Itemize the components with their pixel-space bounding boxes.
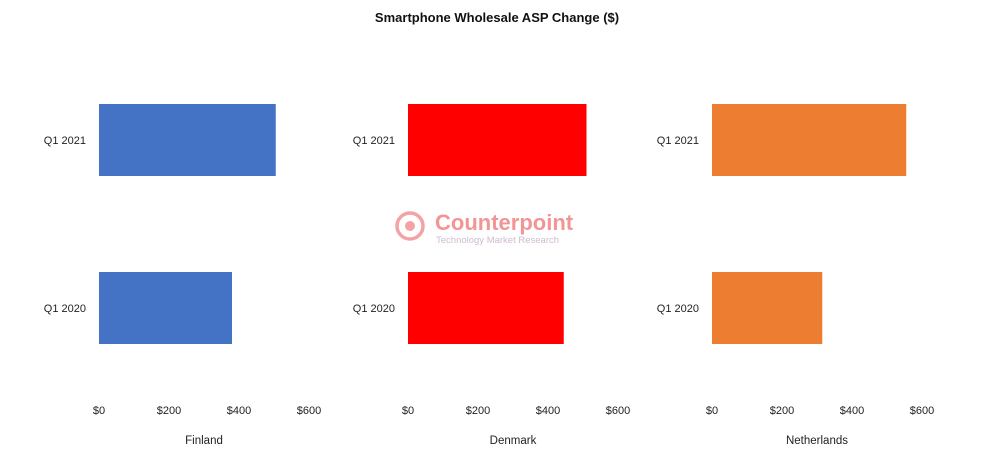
panel-label: Netherlands [786, 435, 848, 447]
panel-denmark: Q1 2021 Q1 2020 $0 $200 $400 $600 Denmark [353, 104, 630, 447]
category-label: Q1 2020 [353, 303, 395, 315]
x-tick-label: $400 [227, 405, 251, 417]
category-label: Q1 2021 [44, 135, 86, 147]
x-tick-label: $600 [297, 405, 321, 417]
panel-finland: Q1 2021 Q1 2020 $0 $200 $400 $600 Finland [44, 104, 321, 447]
watermark-tagline: Technology Market Research [436, 235, 559, 246]
bar [408, 272, 564, 344]
panel-netherlands: Q1 2021 Q1 2020 $0 $200 $400 $600 Netherlands [657, 104, 934, 447]
panel-label: Finland [185, 435, 223, 447]
panel-label: Denmark [490, 435, 537, 447]
x-tick-label: $200 [770, 405, 794, 417]
watermark: Counterpoint Technology Market Research [395, 210, 574, 246]
bar [99, 104, 276, 176]
x-tick-label: $0 [93, 405, 105, 417]
x-tick-label: $200 [157, 405, 181, 417]
x-tick-label: $0 [706, 405, 718, 417]
watermark-brand: Counterpoint [435, 210, 574, 235]
bar [712, 104, 907, 176]
bar [99, 272, 232, 344]
x-tick-label: $600 [606, 405, 630, 417]
x-tick-label: $600 [910, 405, 934, 417]
chart-title: Smartphone Wholesale ASP Change ($) [375, 10, 619, 25]
x-tick-label: $400 [536, 405, 560, 417]
x-tick-label: $200 [466, 405, 490, 417]
bar [408, 104, 587, 176]
category-label: Q1 2021 [353, 135, 395, 147]
bar [712, 272, 823, 344]
counterpoint-logo-icon [395, 211, 425, 241]
x-tick-label: $0 [402, 405, 414, 417]
category-label: Q1 2020 [44, 303, 86, 315]
category-label: Q1 2021 [657, 135, 699, 147]
category-label: Q1 2020 [657, 303, 699, 315]
x-tick-label: $400 [840, 405, 864, 417]
